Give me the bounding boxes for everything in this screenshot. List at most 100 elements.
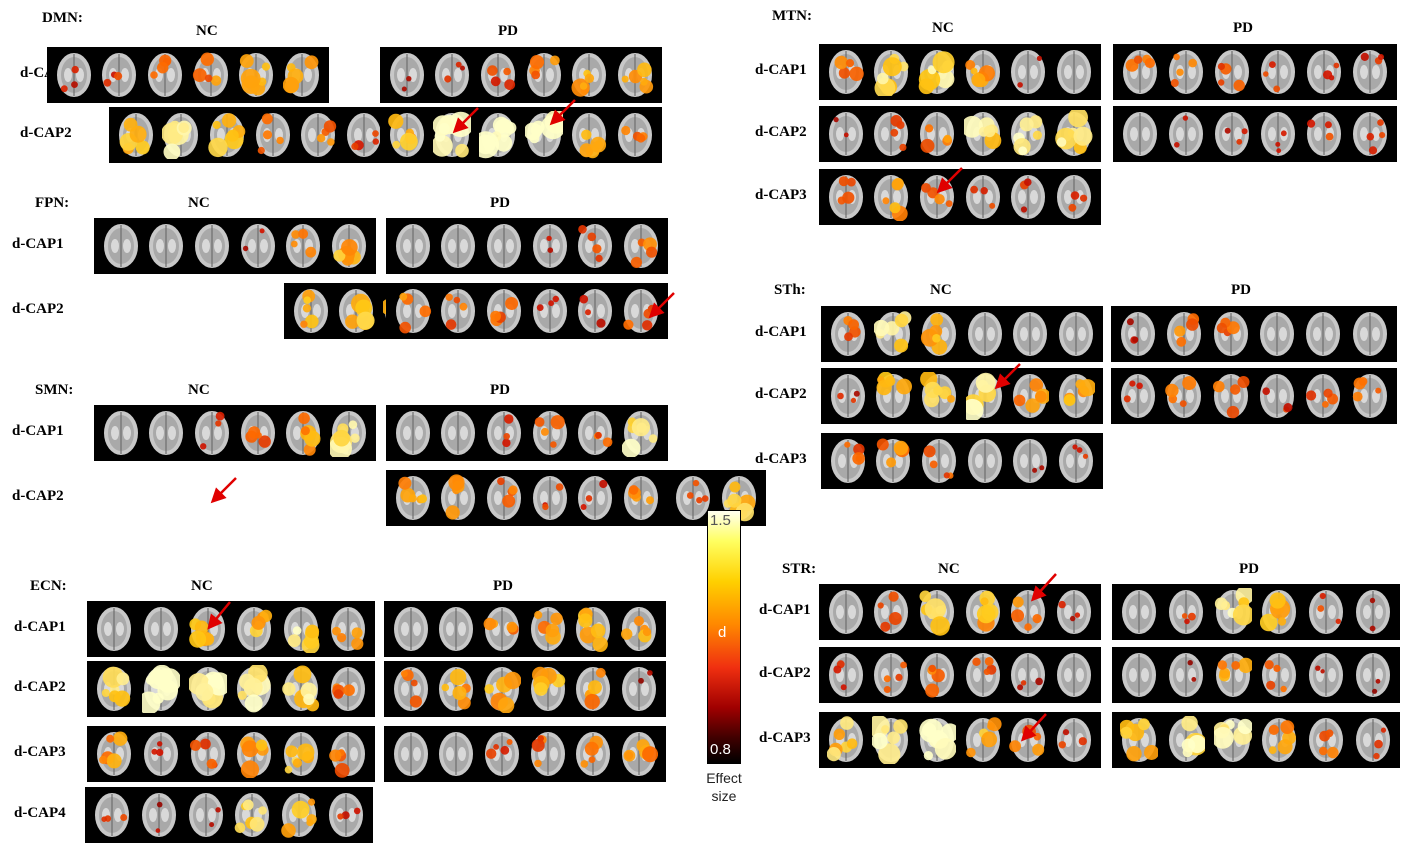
brain-slice xyxy=(1013,312,1048,356)
brain-slice xyxy=(188,607,225,651)
activation-strip xyxy=(386,283,668,339)
brain-slice xyxy=(1011,112,1046,156)
arrow-smn-nc xyxy=(210,477,237,504)
brain-slice xyxy=(828,50,864,94)
row-label-d-cap2: d-CAP2 xyxy=(20,125,72,141)
row-label-d-cap2: d-CAP2 xyxy=(12,488,64,504)
brain-slice xyxy=(1013,374,1050,418)
brain-slice xyxy=(618,113,653,157)
brain-slice xyxy=(1308,718,1343,762)
brain-slice xyxy=(1353,112,1387,156)
brain-slice xyxy=(1057,50,1092,94)
activation-strip xyxy=(821,368,1103,424)
brain-slice xyxy=(95,793,130,837)
activation-strip xyxy=(819,647,1101,703)
brain-slice xyxy=(487,224,522,268)
brain-slice xyxy=(395,411,430,455)
brain-slice xyxy=(97,731,132,776)
brain-slice xyxy=(240,224,275,268)
brain-slice xyxy=(195,224,230,268)
brain-slice xyxy=(395,224,430,268)
brain-slice xyxy=(1355,590,1390,634)
activation-strip xyxy=(47,47,329,103)
brain-slice xyxy=(1262,718,1297,762)
brain-slice xyxy=(576,732,611,776)
brain-slice xyxy=(1169,112,1203,156)
brain-slice xyxy=(1168,590,1203,634)
brain-slice xyxy=(1214,588,1252,634)
colorbar-min-label: 0.8 xyxy=(710,741,731,758)
brain-slice xyxy=(283,53,320,97)
brain-slice xyxy=(1121,312,1156,356)
activation-strip xyxy=(386,405,668,461)
brain-slice xyxy=(192,52,228,97)
activation-strip xyxy=(1112,584,1400,640)
brain-slice xyxy=(624,476,659,520)
brain-slice xyxy=(439,667,474,711)
brain-slice xyxy=(389,53,424,97)
brain-slice xyxy=(283,732,318,776)
activation-strip xyxy=(94,218,376,274)
network-label-str: STR: xyxy=(782,561,817,577)
brain-slice xyxy=(828,653,863,697)
row-label-d-cap1: d-CAP1 xyxy=(755,62,807,78)
brain-slice xyxy=(532,411,567,455)
brain-slice xyxy=(874,112,909,156)
activation-strip xyxy=(1111,368,1397,424)
brain-slice xyxy=(919,590,955,636)
colorbar-mid-label: d xyxy=(718,624,727,641)
brain-slice xyxy=(1306,374,1341,418)
colorbar-title: Effect size xyxy=(694,769,754,805)
brain-slice xyxy=(148,53,183,97)
brain-slice xyxy=(1213,312,1248,356)
brain-slice xyxy=(530,607,565,651)
brain-slice xyxy=(1059,374,1096,418)
brain-slice xyxy=(103,411,138,455)
brain-slice xyxy=(967,439,1002,483)
brain-slice xyxy=(239,53,274,97)
brain-slice xyxy=(1120,718,1159,762)
brain-slice xyxy=(237,607,273,651)
brain-slice xyxy=(1167,312,1202,356)
brain-slice xyxy=(332,224,367,268)
brain-slice xyxy=(1168,716,1205,762)
brain-slice xyxy=(1059,312,1094,356)
activation-strip xyxy=(819,106,1101,162)
brain-slice xyxy=(1013,439,1048,483)
row-label-d-cap1: d-CAP1 xyxy=(759,602,811,618)
brain-slice xyxy=(1122,590,1157,634)
brain-slice xyxy=(293,289,328,333)
activation-strip xyxy=(85,787,373,843)
colorbar-title-line2: size xyxy=(711,788,737,804)
brain-slice xyxy=(922,439,957,483)
brain-slice xyxy=(481,53,516,97)
brain-slice xyxy=(143,607,178,651)
brain-slice xyxy=(1059,439,1094,483)
brain-slice xyxy=(874,175,909,221)
brain-slice xyxy=(920,372,957,418)
brain-slice xyxy=(1169,50,1203,94)
brain-slice xyxy=(830,439,865,483)
brain-slice xyxy=(1213,718,1252,762)
brain-slice xyxy=(102,53,137,97)
brain-slice xyxy=(103,224,138,268)
activation-strip xyxy=(819,44,1101,100)
brain-slice xyxy=(441,224,476,268)
row-label-d-cap2: d-CAP2 xyxy=(759,665,811,681)
row-label-d-cap1: d-CAP1 xyxy=(14,619,66,635)
brain-slice xyxy=(622,732,659,776)
network-label-ecn: ECN: xyxy=(30,578,67,594)
brain-slice xyxy=(530,732,565,776)
activation-strip xyxy=(819,169,1101,225)
row-label-d-cap3: d-CAP3 xyxy=(755,187,807,203)
activation-strip xyxy=(1111,306,1397,362)
brain-slice xyxy=(1261,112,1295,156)
row-label-d-cap2: d-CAP2 xyxy=(12,301,64,317)
brain-slice xyxy=(1215,112,1249,156)
activation-strip xyxy=(819,712,1101,768)
network-label-sth: STh: xyxy=(774,282,806,298)
brain-slice xyxy=(965,590,1000,634)
activation-strip xyxy=(1113,106,1397,162)
activation-strip xyxy=(1112,712,1400,768)
brain-slice xyxy=(1057,590,1092,634)
